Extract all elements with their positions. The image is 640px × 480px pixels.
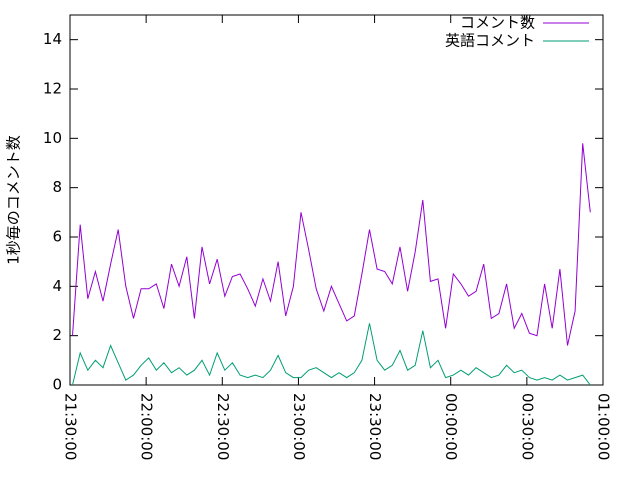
series-line xyxy=(72,143,591,346)
y-tick-label: 10 xyxy=(43,129,62,147)
x-tick-label: 21:30:00 xyxy=(62,393,80,460)
x-tick-label: 23:00:00 xyxy=(290,393,308,460)
y-tick-label: 8 xyxy=(52,178,62,196)
series-line xyxy=(72,323,591,386)
y-tick-label: 4 xyxy=(52,277,62,295)
x-tick-label: 23:30:00 xyxy=(366,393,384,460)
y-tick-label: 14 xyxy=(43,30,62,48)
x-tick-label: 01:00:00 xyxy=(595,393,613,460)
y-tick-label: 6 xyxy=(52,228,62,246)
x-tick-label: 22:00:00 xyxy=(138,393,156,460)
y-tick-label: 2 xyxy=(52,326,62,344)
plot-border xyxy=(69,14,604,386)
x-tick-label: 22:30:00 xyxy=(214,393,232,460)
x-tick-label: 00:00:00 xyxy=(442,393,460,460)
legend-label: 英語コメント xyxy=(445,32,535,50)
y-tick-label: 12 xyxy=(43,80,62,98)
x-tick-label: 00:30:00 xyxy=(518,393,536,460)
legend-label: コメント数 xyxy=(460,14,535,32)
y-tick-label: 0 xyxy=(52,376,62,394)
y-axis-label: 1秒毎のコメント数 xyxy=(5,135,23,265)
